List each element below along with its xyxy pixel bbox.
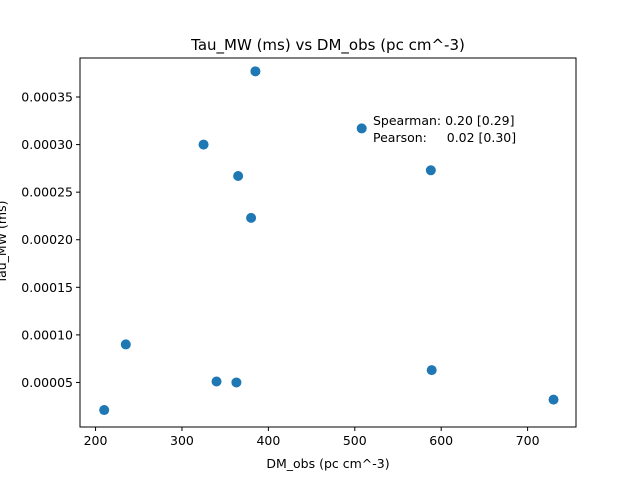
y-tick-label: 0.00020 — [21, 232, 73, 247]
data-point — [246, 212, 257, 223]
data-point — [99, 405, 110, 416]
y-tick-label: 0.00025 — [21, 185, 73, 200]
data-point — [231, 377, 242, 388]
y-tick-label: 0.00035 — [21, 90, 73, 105]
y-axis-ticks: 0.00005 0.00010 0.00015 0.00020 0.00025 0.000… — [21, 90, 80, 390]
x-tick-label: 600 — [429, 433, 453, 448]
data-point — [120, 339, 131, 350]
x-tick-label: 200 — [84, 433, 108, 448]
y-axis-label: Tau_MW (ms) — [0, 201, 9, 285]
x-tick-label: 500 — [343, 433, 367, 448]
data-point — [425, 165, 436, 176]
y-tick-label: 0.00015 — [21, 280, 73, 295]
data-point — [211, 376, 222, 387]
x-axis-ticks: 200 300 400 500 600 700 — [84, 427, 540, 448]
annotation-pearson: Pearson: 0.02 [0.30] — [373, 130, 516, 145]
y-tick-label: 0.00010 — [21, 327, 73, 342]
x-axis-label: DM_obs (pc cm^-3) — [266, 456, 389, 471]
annotation-spearman: Spearman: 0.20 [0.29] — [373, 113, 514, 128]
data-point — [356, 123, 367, 134]
x-tick-label: 700 — [516, 433, 540, 448]
x-tick-label: 300 — [170, 433, 194, 448]
data-points — [99, 66, 559, 416]
data-point — [250, 66, 261, 77]
y-tick-label: 0.00030 — [21, 137, 73, 152]
chart-title: Tau_MW (ms) vs DM_obs (pc cm^-3) — [190, 36, 465, 55]
data-point — [548, 394, 559, 405]
plot-frame — [79, 57, 577, 428]
data-point — [198, 139, 209, 150]
y-tick-label: 0.00005 — [21, 375, 73, 390]
x-tick-label: 400 — [256, 433, 280, 448]
data-point — [233, 170, 244, 181]
data-point — [426, 365, 437, 376]
